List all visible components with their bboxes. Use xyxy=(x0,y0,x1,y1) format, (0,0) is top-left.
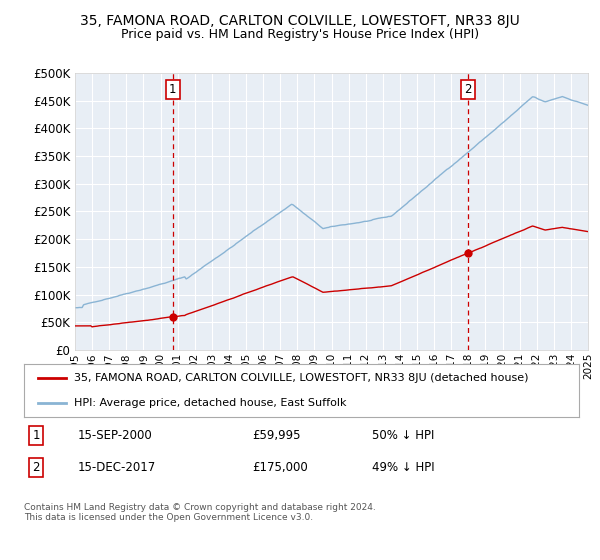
Text: 2: 2 xyxy=(464,83,472,96)
Text: 35, FAMONA ROAD, CARLTON COLVILLE, LOWESTOFT, NR33 8JU: 35, FAMONA ROAD, CARLTON COLVILLE, LOWES… xyxy=(80,14,520,28)
Text: HPI: Average price, detached house, East Suffolk: HPI: Average price, detached house, East… xyxy=(74,398,346,408)
Text: Price paid vs. HM Land Registry's House Price Index (HPI): Price paid vs. HM Land Registry's House … xyxy=(121,28,479,41)
Text: 50% ↓ HPI: 50% ↓ HPI xyxy=(372,429,434,442)
Text: 15-DEC-2017: 15-DEC-2017 xyxy=(78,461,156,474)
Text: 49% ↓ HPI: 49% ↓ HPI xyxy=(372,461,434,474)
Text: 1: 1 xyxy=(169,83,176,96)
Text: 15-SEP-2000: 15-SEP-2000 xyxy=(78,429,153,442)
Text: 2: 2 xyxy=(32,461,40,474)
Text: 1: 1 xyxy=(32,429,40,442)
Text: £59,995: £59,995 xyxy=(252,429,301,442)
Text: Contains HM Land Registry data © Crown copyright and database right 2024.
This d: Contains HM Land Registry data © Crown c… xyxy=(24,503,376,522)
Text: £175,000: £175,000 xyxy=(252,461,308,474)
Text: 35, FAMONA ROAD, CARLTON COLVILLE, LOWESTOFT, NR33 8JU (detached house): 35, FAMONA ROAD, CARLTON COLVILLE, LOWES… xyxy=(74,374,529,384)
